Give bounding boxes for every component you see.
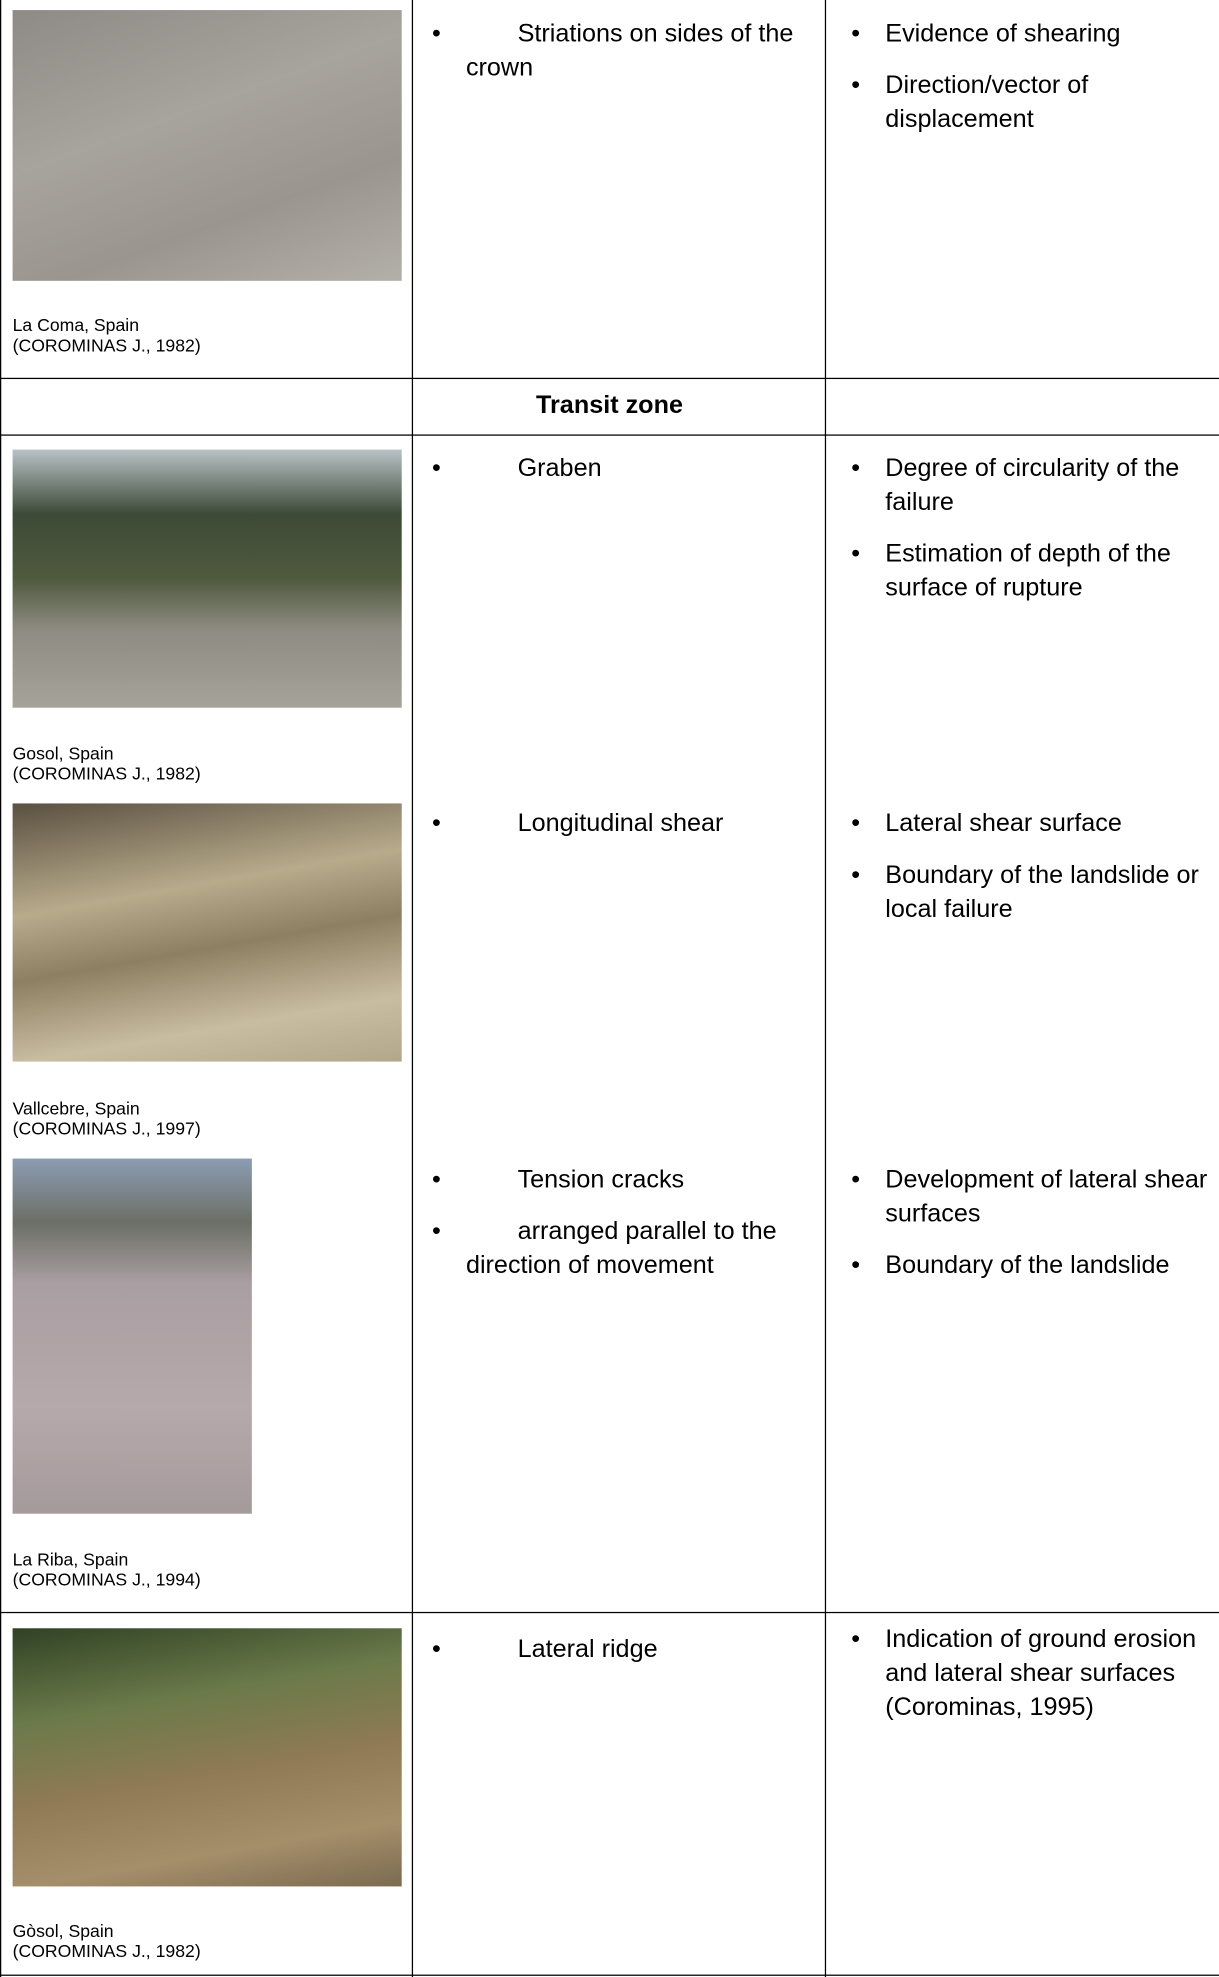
feature-text: Striations on sides of the crown [465,20,794,82]
caption-source: (COROMINAS J., 1997) [12,1118,201,1139]
photo [12,449,402,708]
significance-text: Estimation of depth of the surface of ru… [885,540,1171,602]
rule [0,1611,1219,1614]
bullet: • [851,1251,861,1280]
feature-list: • Graben [432,452,819,504]
feature-item: • Striations on sides of the crown [432,18,819,86]
photo [12,803,402,1062]
bullet: • [851,1166,861,1194]
feature-list: • Longitudinal shear [432,807,819,859]
rule [0,434,1219,436]
feature-list: • Lateral ridge [432,1633,819,1685]
significance-item: • Degree of circularity of the failure [851,452,1215,520]
feature-text: Tension cracks [517,1166,685,1194]
photo [12,1628,402,1887]
caption-place: La Riba, Spain [12,1548,129,1570]
significance-item: • Boundary of the landslide or local fail… [851,859,1215,927]
bullet: • [431,20,441,48]
significance-text: Degree of circularity of the failure [885,454,1180,517]
significance-text: Indication of ground erosion and lateral… [885,1625,1197,1722]
caption-place: Gosol, Spain [12,742,114,764]
bullet: • [851,1625,861,1654]
feature-item: • Longitudinal shear [432,807,819,841]
significance-list: • Development of lateral shear surfaces • B… [851,1164,1215,1301]
feature-text: arranged parallel to the direction of mo… [465,1217,777,1280]
bullet: • [851,454,861,483]
bullet: • [431,1635,441,1664]
bullet: • [431,1166,441,1194]
caption-place: Gòsol, Spain [12,1920,114,1941]
caption-source: (COROMINAS J., 1994) [12,1569,201,1590]
bullet: • [851,20,861,48]
significance-item: • Boundary of the landslide [851,1249,1215,1283]
feature-list: • Tension cracks • arranged parallel to the… [432,1164,819,1301]
feature-text: Longitudinal shear [517,809,724,838]
bullet: • [431,454,441,483]
significance-text: Boundary of the landslide or local failu… [885,861,1199,924]
caption-source: (COROMINAS J., 1982) [12,334,201,356]
feature-text: Lateral ridge [517,1635,658,1664]
photo-caption: La Riba, Spain (COROMINAS J., 1994) [13,1549,201,1589]
rule [411,0,414,1977]
photo-caption: Vallcebre, Spain (COROMINAS J., 1997) [13,1098,201,1138]
photo-caption: Gosol, Spain (COROMINAS J., 1982) [13,743,201,783]
photo [12,1158,252,1514]
feature-text: Graben [517,454,602,483]
photo [12,10,402,281]
rule [0,1974,1219,1976]
significance-text: Boundary of the landslide [885,1251,1170,1280]
significance-item: • Indication of ground erosion and latera… [851,1623,1215,1725]
rule [0,0,2,1977]
significance-text: Lateral shear surface [885,809,1122,838]
significance-list: • Evidence of shearing • Direction/vector o… [851,18,1215,155]
feature-item: • Lateral ridge [432,1633,819,1667]
caption-place: Vallcebre, Spain [12,1098,140,1119]
significance-item: • Development of lateral shear surfaces [851,1164,1215,1232]
significance-list: • Indication of ground erosion and latera… [851,1623,1215,1743]
rule [0,377,1219,380]
bullet: • [431,809,441,838]
bullet: • [851,861,861,890]
bullet: • [851,71,861,100]
photo-caption: La Coma, Spain (COROMINAS J., 1982) [13,315,201,355]
bullet: • [851,540,861,568]
significance-item: • Estimation of depth of the surface of r… [851,538,1215,606]
feature-item: • arranged parallel to the direction of m… [432,1215,819,1283]
photo-caption: Gòsol, Spain (COROMINAS J., 1982) [13,1920,201,1960]
feature-item: • Graben [432,452,819,486]
significance-text: Evidence of shearing [885,20,1121,48]
significance-list: • Degree of circularity of the failure • Es… [851,452,1215,623]
significance-text: Direction/vector of displacement [885,71,1089,134]
caption-source: (COROMINAS J., 1982) [12,763,201,784]
bullet: • [431,1217,441,1246]
caption-source: (COROMINAS J., 1982) [12,1940,201,1961]
caption-place: La Coma, Spain [12,314,140,335]
feature-list: • Striations on sides of the crown [432,18,819,104]
bullet: • [851,809,861,838]
significance-item: • Evidence of shearing [851,18,1215,52]
significance-item: • Lateral shear surface [851,807,1215,841]
rule [824,0,827,1977]
significance-list: • Lateral shear surface • Boundary of the l… [851,807,1215,944]
significance-item: • Direction/vector of displacement [851,69,1215,137]
significance-text: Development of lateral shear surfaces [885,1166,1208,1228]
feature-item: • Tension cracks [432,1164,819,1198]
section-header: Transit zone [536,391,683,420]
